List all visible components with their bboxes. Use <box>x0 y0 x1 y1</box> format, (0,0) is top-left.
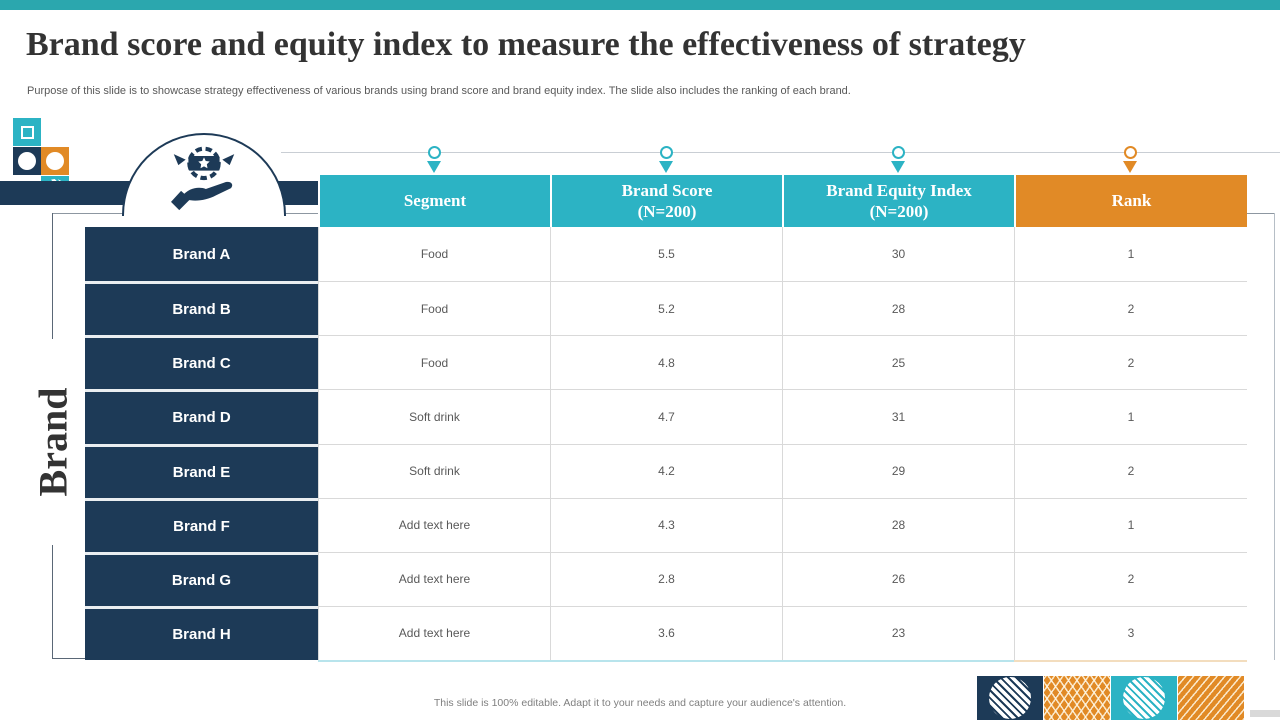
pattern-square-orange-chevron <box>1044 676 1110 720</box>
header-brand-score: Brand Score (N=200) <box>550 175 782 227</box>
equity-cell: 25 <box>782 335 1014 390</box>
table-bottom-accent-teal <box>318 660 1014 662</box>
marker-triangle-icon <box>427 161 441 173</box>
rank-cell: 2 <box>1014 335 1247 390</box>
column-marker-score <box>658 146 674 173</box>
marker-triangle-icon <box>891 161 905 173</box>
striped-circle-icon <box>989 677 1031 719</box>
brand-cell: Brand C <box>85 335 318 390</box>
equity-cell: 31 <box>782 389 1014 444</box>
score-cell: 5.5 <box>550 227 782 282</box>
column-marker-equity <box>890 146 906 173</box>
rank-cell: 2 <box>1014 443 1247 498</box>
rank-cell: 1 <box>1014 227 1247 282</box>
rank-cell: 1 <box>1014 389 1247 444</box>
segment-cell: Soft drink <box>318 389 550 444</box>
brand-cell: Brand F <box>85 497 318 552</box>
equity-cell: 28 <box>782 497 1014 552</box>
equity-cell: 23 <box>782 605 1014 660</box>
brand-bracket-foot <box>52 658 85 659</box>
marker-guide-line <box>281 152 1280 153</box>
header-spacer <box>85 175 318 227</box>
brand-cell: Brand G <box>85 551 318 606</box>
score-cell: 4.2 <box>550 443 782 498</box>
brand-bracket-top <box>52 213 53 339</box>
segment-cell: Food <box>318 335 550 390</box>
brand-bracket-bottom <box>52 545 53 659</box>
deco-square-navy-circle <box>13 147 41 175</box>
brand-cell: Brand D <box>85 389 318 444</box>
marker-triangle-icon <box>659 161 673 173</box>
brand-cell: Brand A <box>85 227 318 282</box>
table-row: Brand F Add text here 4.3 28 1 <box>85 497 1247 552</box>
brand-axis-label: Brand <box>30 387 76 497</box>
marker-dot-icon <box>427 146 441 159</box>
table-body: Brand A Food 5.5 30 1 Brand B Food 5.2 28 2 Brand … <box>85 227 1247 660</box>
header-rank: Rank <box>1014 175 1247 227</box>
brand-cell: Brand H <box>85 605 318 660</box>
marker-dot-icon <box>659 146 673 159</box>
table-header-row: Segment Brand Score (N=200) Brand Equity… <box>85 175 1247 227</box>
corner-grey-tab <box>1250 710 1280 717</box>
segment-cell: Add text here <box>318 497 550 552</box>
marker-dot-icon <box>1123 146 1137 159</box>
header-brand-equity-index: Brand Equity Index (N=200) <box>782 175 1014 227</box>
brand-table: Segment Brand Score (N=200) Brand Equity… <box>85 175 1247 662</box>
rank-cell: 2 <box>1014 281 1247 336</box>
segment-cell: Add text here <box>318 605 550 660</box>
equity-cell: 29 <box>782 443 1014 498</box>
column-marker-rank <box>1122 146 1138 173</box>
top-accent-bar <box>0 0 1280 10</box>
equity-cell: 26 <box>782 551 1014 606</box>
striped-circle-icon <box>1123 677 1165 719</box>
table-row: Brand E Soft drink 4.2 29 2 <box>85 443 1247 498</box>
rank-cell: 3 <box>1014 605 1247 660</box>
outline-right-edge <box>1274 213 1275 660</box>
table-row: Brand B Food 5.2 28 2 <box>85 281 1247 336</box>
score-cell: 3.6 <box>550 605 782 660</box>
slide-subtitle: Purpose of this slide is to showcase str… <box>27 85 851 97</box>
deco-square-orange-circle <box>41 147 69 175</box>
table-row: Brand A Food 5.5 30 1 <box>85 227 1247 282</box>
award-hand-icon <box>171 146 235 211</box>
equity-cell: 28 <box>782 281 1014 336</box>
equity-cell: 30 <box>782 227 1014 282</box>
header-segment: Segment <box>318 175 550 227</box>
pattern-square-orange-stripes <box>1178 676 1244 720</box>
score-cell: 5.2 <box>550 281 782 336</box>
column-marker-segment <box>426 146 442 173</box>
pattern-square-navy <box>977 676 1043 720</box>
table-row: Brand G Add text here 2.8 26 2 <box>85 551 1247 606</box>
marker-dot-icon <box>891 146 905 159</box>
marker-triangle-icon <box>1123 161 1137 173</box>
rank-cell: 2 <box>1014 551 1247 606</box>
segment-cell: Soft drink <box>318 443 550 498</box>
table-row: Brand C Food 4.8 25 2 <box>85 335 1247 390</box>
segment-cell: Add text here <box>318 551 550 606</box>
segment-cell: Food <box>318 227 550 282</box>
score-cell: 4.7 <box>550 389 782 444</box>
score-cell: 4.8 <box>550 335 782 390</box>
deco-square-teal-outline <box>13 118 41 146</box>
table-row: Brand H Add text here 3.6 23 3 <box>85 605 1247 660</box>
table-bottom-accent-orange <box>1014 660 1247 662</box>
score-cell: 4.3 <box>550 497 782 552</box>
brand-cell: Brand B <box>85 281 318 336</box>
page-title: Brand score and equity index to measure … <box>26 26 1026 63</box>
editable-note: This slide is 100% editable. Adapt it to… <box>433 697 847 709</box>
pattern-square-teal <box>1111 676 1177 720</box>
brand-cell: Brand E <box>85 443 318 498</box>
table-row: Brand D Soft drink 4.7 31 1 <box>85 389 1247 444</box>
rank-cell: 1 <box>1014 497 1247 552</box>
score-cell: 2.8 <box>550 551 782 606</box>
segment-cell: Food <box>318 281 550 336</box>
